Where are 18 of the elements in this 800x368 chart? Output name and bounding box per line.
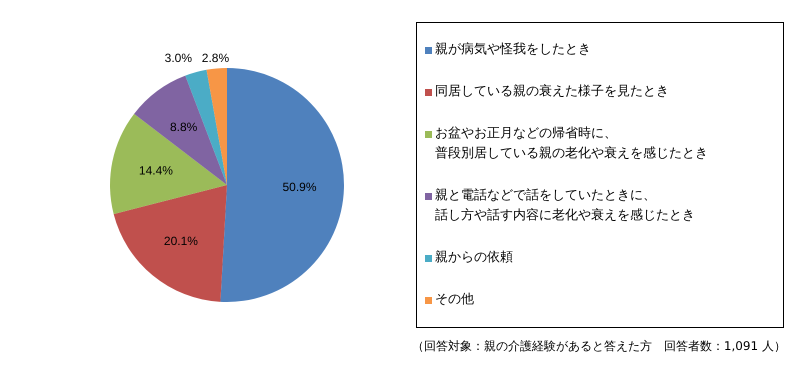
text: （回答対象：親の介護経験があると答えた方 回答者数：1,091 人） [412,338,786,355]
data-label: 20.1% [164,234,198,248]
pie-slice [114,185,227,302]
legend-label: お盆やお正月などの帰省時に、普段別居している親の老化や衰えを感じたとき [435,125,708,163]
pie-slice [220,68,344,302]
pie-slice [110,114,227,214]
data-label: 2.8% [202,51,230,65]
legend-label: 親が病気や怪我をしたとき [435,41,591,59]
data-label: 14.4% [138,164,174,178]
data-label: 8.8% [170,120,198,134]
legend-label: 親からの依頼 [435,249,513,267]
pie-slice [206,68,227,185]
legend-label: 親と電話などで話をしていたときに、話し方や話す内容に老化や衰えを感じたとき [435,187,695,225]
data-label: 3.0% [164,51,192,65]
legend-label: 同居している親の衰えた様子を見たとき [435,83,669,101]
pie-slice [134,76,227,185]
legend-label: その他 [435,291,474,309]
data-label: 50.9% [282,180,317,194]
